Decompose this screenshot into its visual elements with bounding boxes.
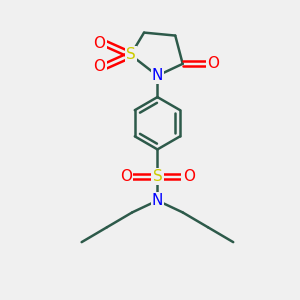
Text: N: N xyxy=(152,193,163,208)
Text: O: O xyxy=(183,169,195,184)
Text: S: S xyxy=(126,47,136,62)
Text: O: O xyxy=(120,169,132,184)
Text: N: N xyxy=(152,68,163,83)
Text: O: O xyxy=(207,56,219,71)
Text: S: S xyxy=(153,169,162,184)
Text: O: O xyxy=(94,59,106,74)
Text: O: O xyxy=(94,35,106,50)
